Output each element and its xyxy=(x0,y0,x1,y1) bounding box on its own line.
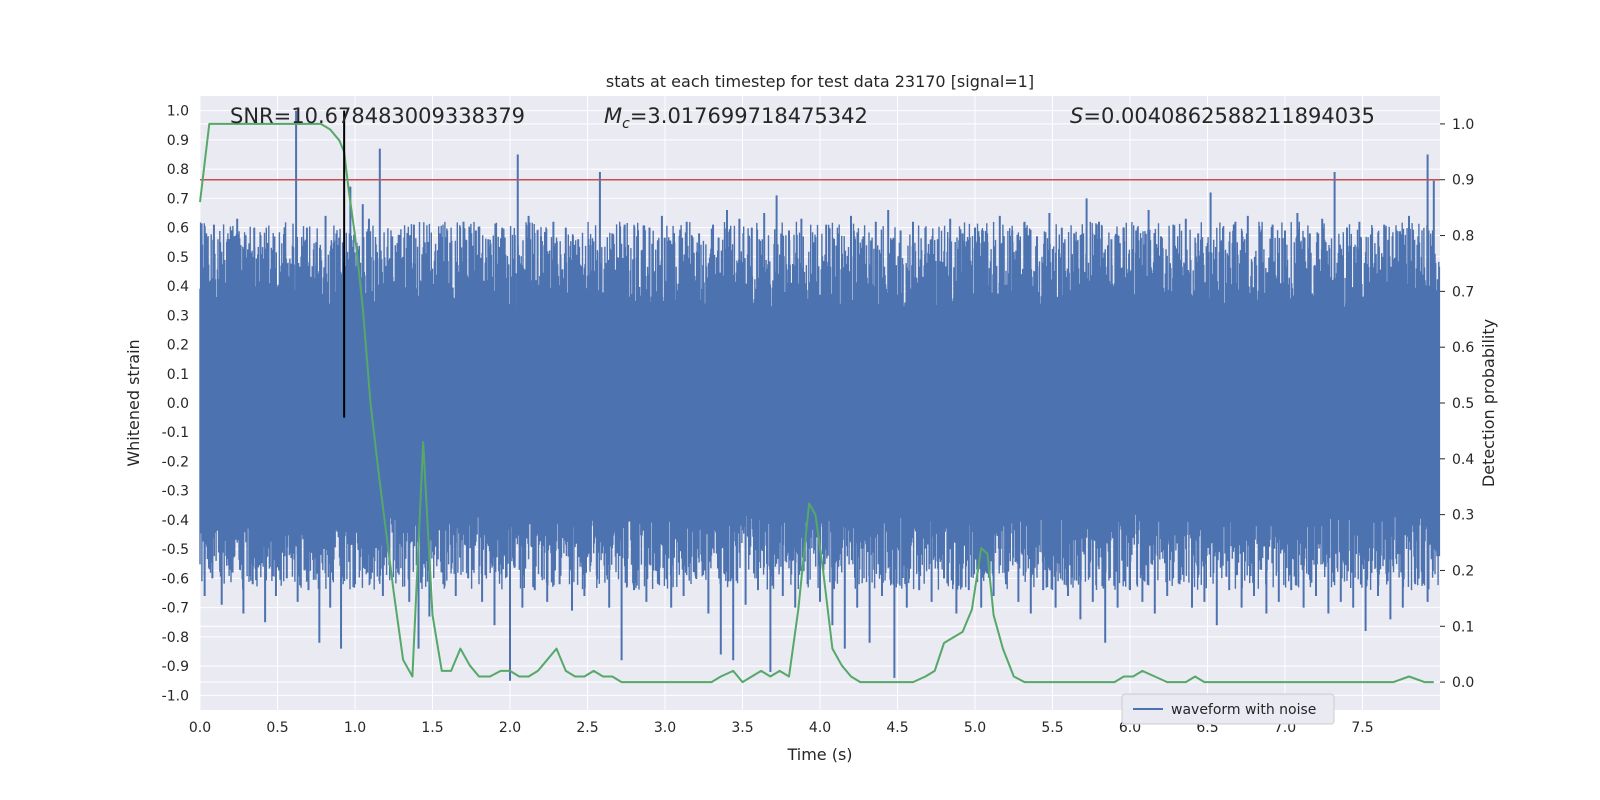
y2-axis-label: Detection probability xyxy=(1479,319,1498,487)
x-tick-label: 0.0 xyxy=(189,720,211,736)
y2-tick-label: 0.8 xyxy=(1452,229,1474,245)
y-tick-label: 0.7 xyxy=(167,191,189,207)
score-value: =0.0040862588211894035 xyxy=(1083,104,1375,128)
y-tick-label: 0.5 xyxy=(167,250,189,266)
chart-title: stats at each timestep for test data 231… xyxy=(606,72,1034,91)
y-tick-label: 0.2 xyxy=(167,338,189,354)
x-tick-label: 5.0 xyxy=(964,720,986,736)
y2-tick-labels: 1.0 0.9 0.8 0.7 0.6 0.5 0.4 0.3 0.2 0.1 0.0 xyxy=(1440,117,1474,691)
y2-tick-label: 0.0 xyxy=(1452,675,1474,691)
y-tick-label: 1.0 xyxy=(167,104,189,120)
x-tick-label: 5.5 xyxy=(1041,720,1063,736)
x-tick-label: 4.5 xyxy=(886,720,908,736)
legend-box xyxy=(1121,693,1335,725)
waveform-noise-trace xyxy=(199,221,1441,591)
y2-tick-label: 0.3 xyxy=(1452,508,1474,524)
y2-tick-label: 0.7 xyxy=(1452,284,1474,300)
probability-line xyxy=(199,122,1434,684)
x-tick-label: 0.5 xyxy=(266,720,288,736)
y-tick-label: -0.4 xyxy=(162,513,189,529)
y2-tick-label: 0.1 xyxy=(1452,619,1474,635)
y2-tick-label: 1.0 xyxy=(1452,117,1474,133)
x-tick-label: 1.0 xyxy=(344,720,366,736)
y-tick-label: -0.2 xyxy=(162,454,189,470)
y-tick-label: -1.0 xyxy=(162,688,189,704)
y-tick-label: 0.1 xyxy=(167,367,189,383)
score-annotation: S=0.0040862588211894035 xyxy=(1070,104,1375,128)
y-tick-label: 0.0 xyxy=(167,396,189,412)
y2-tick-label: 0.6 xyxy=(1452,340,1474,356)
chirp-mass-annotation: Mc=3.017699718475342 xyxy=(604,104,868,132)
y2-tick-label: 0.9 xyxy=(1452,173,1474,189)
y-tick-label: -0.9 xyxy=(162,659,189,675)
x-tick-label: 4.0 xyxy=(809,720,831,736)
y-tick-label: -0.5 xyxy=(162,542,189,558)
y-tick-label: -0.7 xyxy=(162,601,189,617)
y-tick-labels: 1.0 0.9 0.8 0.7 0.6 0.5 0.4 0.3 0.2 0.1 0.0 -0.1 -0.… xyxy=(162,104,189,705)
x-axis-label: Time (s) xyxy=(786,745,852,764)
y-tick-label: -0.1 xyxy=(162,425,189,441)
y2-tick-label: 0.5 xyxy=(1452,396,1474,412)
y-tick-label: 0.4 xyxy=(167,279,189,295)
score-symbol: S xyxy=(1070,104,1083,128)
chirp-mass-subscript: c xyxy=(622,116,630,132)
y2-tick-label: 0.4 xyxy=(1452,452,1474,468)
legend: waveform with noise xyxy=(1121,693,1335,725)
x-tick-label: 3.5 xyxy=(731,720,753,736)
x-tick-label: 3.0 xyxy=(654,720,676,736)
y-tick-label: 0.6 xyxy=(167,221,189,237)
probability-series xyxy=(199,122,1434,684)
y-tick-label: -0.6 xyxy=(162,571,189,587)
y2-tick-label: 0.2 xyxy=(1452,563,1474,579)
x-tick-label: 1.5 xyxy=(421,720,443,736)
y-axis-label: Whitened strain xyxy=(124,339,143,466)
chirp-mass-symbol: M xyxy=(604,104,622,128)
x-tick-label: 2.5 xyxy=(576,720,598,736)
legend-label: waveform with noise xyxy=(1171,702,1316,718)
x-tick-label: 2.0 xyxy=(499,720,521,736)
y-tick-label: -0.3 xyxy=(162,484,189,500)
waveform-series xyxy=(199,110,1441,681)
y-tick-label: 0.9 xyxy=(167,133,189,149)
y-tick-label: 0.8 xyxy=(167,162,189,178)
y-tick-label: 0.3 xyxy=(167,308,189,324)
y-tick-label: -0.8 xyxy=(162,630,189,646)
snr-annotation: SNR=10.678483009338379 xyxy=(230,104,525,128)
chirp-mass-value: =3.017699718475342 xyxy=(630,104,868,128)
x-tick-label: 7.5 xyxy=(1351,720,1373,736)
